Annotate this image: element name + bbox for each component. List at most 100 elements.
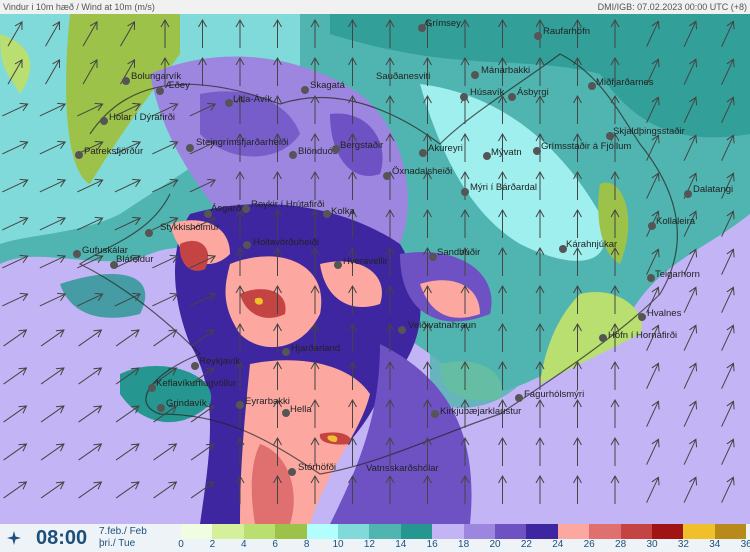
station-marker[interactable]: [599, 334, 607, 342]
station-marker[interactable]: [606, 132, 614, 140]
station-label[interactable]: Æðey: [165, 80, 190, 91]
station-marker[interactable]: [648, 222, 656, 230]
station-marker[interactable]: [288, 468, 296, 476]
station-marker[interactable]: [460, 93, 468, 101]
station-label[interactable]: Reykjavík: [199, 356, 241, 367]
station-label[interactable]: Teigarhorn: [655, 269, 700, 280]
station-label[interactable]: Hella: [290, 404, 312, 415]
station-marker[interactable]: [559, 245, 567, 253]
station-marker[interactable]: [282, 409, 290, 417]
station-label[interactable]: Holtavörðuheiði: [253, 237, 320, 248]
station-label[interactable]: Akureyri: [428, 143, 463, 154]
station-label[interactable]: Keflavíkurflugvöllur: [156, 378, 237, 389]
station-marker[interactable]: [110, 261, 118, 269]
station-label[interactable]: Gufuskálar: [82, 245, 128, 256]
station-label[interactable]: Kollaleira: [656, 216, 696, 227]
station-label[interactable]: Hveravellir: [343, 256, 388, 267]
station-label[interactable]: Veiðivatnahraun: [408, 320, 477, 331]
wind-map[interactable]: Grímsey Raufarhöfn Sauðanesviti Mánárbakki H…: [0, 14, 750, 524]
station-marker[interactable]: [236, 401, 244, 409]
station-marker[interactable]: [145, 229, 153, 237]
station-marker[interactable]: [289, 151, 297, 159]
station-marker[interactable]: [100, 117, 108, 125]
station-label[interactable]: Mánárbakki: [481, 65, 531, 76]
station-marker[interactable]: [508, 93, 516, 101]
station-marker[interactable]: [225, 99, 233, 107]
station-marker[interactable]: [383, 172, 391, 180]
station-label[interactable]: Reykir í Hrútafirði: [251, 199, 325, 210]
station-label[interactable]: Skagatá: [310, 80, 345, 91]
station-label[interactable]: Grímsstaðir á Fjöllum: [541, 141, 632, 152]
station-marker[interactable]: [429, 253, 437, 261]
station-label[interactable]: Stykkishólmur: [160, 222, 220, 233]
station-label[interactable]: Öxnadalsheiði: [392, 166, 453, 177]
station-label[interactable]: Blönduós: [298, 146, 338, 157]
station-marker[interactable]: [483, 152, 491, 160]
station-label[interactable]: Kolka: [331, 206, 355, 217]
station-label[interactable]: Hvalnes: [647, 308, 682, 319]
station-marker[interactable]: [461, 188, 469, 196]
station-label[interactable]: Kirkjubæjarklaustur: [440, 406, 522, 417]
station-marker[interactable]: [431, 410, 439, 418]
wind-arrow: [153, 367, 178, 385]
station-label[interactable]: Húsavík: [470, 87, 505, 98]
station-marker[interactable]: [418, 24, 426, 32]
station-label[interactable]: Fagurhólsmýri: [524, 389, 585, 400]
station-marker[interactable]: [332, 145, 340, 153]
station-label[interactable]: Sandbúðir: [437, 247, 481, 258]
station-marker[interactable]: [638, 313, 646, 321]
station-marker[interactable]: [122, 77, 130, 85]
station-label[interactable]: Raufarhöfn: [543, 26, 591, 37]
station-label[interactable]: Höfn í Hornafirði: [608, 330, 678, 341]
station-label[interactable]: Kárahnjúkar: [566, 239, 618, 250]
station-label[interactable]: Hjarðarland: [291, 343, 341, 354]
station-label[interactable]: Grímsey: [425, 18, 461, 29]
station-marker[interactable]: [533, 147, 541, 155]
station-marker[interactable]: [243, 241, 251, 249]
station-label[interactable]: Vatnsskarðshólar: [366, 463, 439, 474]
station-label[interactable]: Bergstaðir: [340, 140, 384, 151]
wind-arrow: [310, 170, 320, 200]
wind-arrow: [721, 476, 735, 503]
station-marker[interactable]: [282, 348, 290, 356]
station-label[interactable]: Bolungarvík: [131, 71, 182, 82]
station-label[interactable]: Skjaldþingsstaðir: [613, 126, 685, 137]
station-marker[interactable]: [471, 71, 479, 79]
station-marker[interactable]: [419, 149, 427, 157]
station-marker[interactable]: [398, 326, 406, 334]
station-marker[interactable]: [534, 32, 542, 40]
station-label[interactable]: Ásgarður: [211, 203, 250, 214]
station-label[interactable]: Ásbyrgi: [517, 87, 549, 98]
station-label[interactable]: Litla-Ávík: [233, 94, 273, 105]
station-label[interactable]: Patreksfjörður: [84, 146, 144, 157]
station-marker[interactable]: [588, 82, 596, 90]
station-marker[interactable]: [515, 394, 523, 402]
station-marker[interactable]: [186, 144, 194, 152]
station-label[interactable]: Dalatangi: [693, 184, 734, 195]
station-marker[interactable]: [75, 151, 83, 159]
station-marker[interactable]: [301, 86, 309, 94]
station-marker[interactable]: [73, 250, 81, 258]
station-label[interactable]: Mýri í Bárðardal: [470, 182, 538, 193]
station-marker[interactable]: [148, 384, 156, 392]
station-label[interactable]: Steingrímsfjarðarheiði: [196, 137, 289, 148]
station-label[interactable]: Eyrarbakki: [245, 396, 290, 407]
station-marker[interactable]: [647, 274, 655, 282]
wind-arrow: [273, 18, 282, 48]
station-label[interactable]: Sauðanesviti: [376, 71, 431, 82]
station-marker[interactable]: [684, 190, 692, 198]
station-marker[interactable]: [334, 261, 342, 269]
station-marker[interactable]: [323, 210, 331, 218]
station-marker[interactable]: [156, 87, 164, 95]
legend-swatch: [557, 524, 590, 539]
station-label[interactable]: Mývatn: [491, 147, 522, 158]
station-label[interactable]: Bláfeldur: [116, 254, 154, 265]
station-marker[interactable]: [191, 362, 199, 370]
station-marker[interactable]: [157, 404, 165, 412]
station-marker[interactable]: [204, 210, 212, 218]
station-label[interactable]: Hólar í Dýrafirði: [109, 112, 175, 123]
station-marker[interactable]: [242, 205, 250, 213]
station-label[interactable]: Miðfjarðarnes: [596, 77, 654, 88]
station-label[interactable]: Grindavík: [166, 398, 207, 409]
station-label[interactable]: Stórhöfði: [298, 462, 337, 473]
